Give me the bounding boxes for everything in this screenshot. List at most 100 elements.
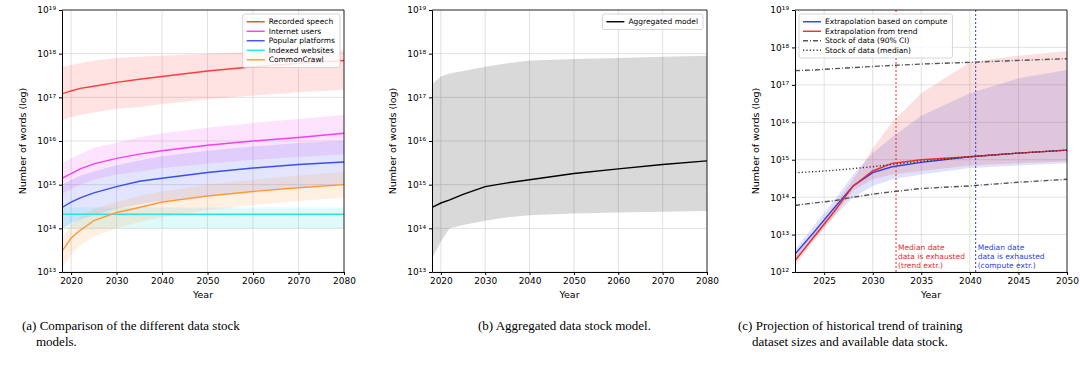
panel: 202020302040205020602070208010¹³10¹⁴10¹⁵…	[17, 5, 356, 349]
plot-area	[795, 10, 1067, 272]
annotation-text: data is exhausted	[978, 252, 1045, 261]
y-axis-line	[62, 11, 63, 273]
y-tick: 10¹⁵	[407, 180, 432, 190]
y-tick-mark	[429, 10, 432, 11]
grid-line-y	[795, 272, 1067, 273]
x-tick: 2040	[519, 272, 542, 286]
caption: models.	[36, 334, 77, 349]
y-tick-mark	[792, 47, 795, 48]
y-tick: 10¹⁸	[407, 49, 432, 59]
y-axis: 10¹³10¹⁴10¹⁵10¹⁶10¹⁷10¹⁸10¹⁹	[407, 5, 432, 277]
x-tick-mark	[663, 272, 664, 275]
y-tick: 10¹⁴	[407, 224, 432, 234]
grid-line-y	[795, 10, 1067, 11]
y-tick-mark	[792, 272, 795, 273]
grid-line-x	[1067, 10, 1068, 272]
annotation-text: data is exhausted	[898, 252, 965, 261]
x-tick-mark	[873, 272, 874, 275]
grid-line-y	[432, 10, 707, 11]
y-tick-label: 10¹⁴	[407, 224, 426, 234]
y-tick: 10¹⁴	[770, 193, 795, 203]
panel: 202020302040205020602070208010¹³10¹⁴10¹⁵…	[387, 5, 719, 333]
x-tick-mark	[574, 272, 575, 275]
y-axis-title: Number of words (log)	[387, 88, 398, 195]
y-tick-mark	[792, 235, 795, 236]
x-tick: 2040	[959, 272, 982, 286]
y-tick-label: 10¹⁹	[37, 5, 56, 15]
frame-top	[795, 10, 1067, 11]
x-tick: 2020	[60, 272, 83, 286]
x-tick: 2030	[474, 272, 497, 286]
y-tick-mark	[429, 97, 432, 98]
x-tick: 2070	[652, 272, 675, 286]
y-tick: 10¹⁷	[37, 93, 62, 103]
y-tick-mark	[429, 185, 432, 186]
x-tick: 2080	[333, 272, 356, 286]
series-line	[795, 179, 1067, 205]
legend-swatch	[247, 40, 265, 41]
plot-area	[62, 50, 344, 268]
y-tick-label: 10¹⁷	[770, 80, 789, 90]
x-tick: 2040	[151, 272, 174, 286]
legend-swatch	[803, 31, 821, 32]
y-tick-label: 10¹⁹	[407, 5, 426, 15]
grid-line-y	[795, 234, 1067, 235]
series-line	[62, 214, 344, 215]
x-tick-mark	[299, 272, 300, 275]
annotation-line	[975, 10, 976, 272]
x-tick: 2050	[563, 272, 586, 286]
y-tick: 10¹⁹	[770, 5, 795, 15]
x-axis-line	[796, 272, 1068, 273]
series-line	[62, 162, 344, 207]
y-tick-label: 10¹³	[407, 267, 426, 277]
x-tick-label: 2060	[242, 276, 265, 286]
legend-swatch	[247, 21, 265, 22]
x-axis-title: Year	[920, 289, 941, 300]
y-axis-title: Number of words (log)	[750, 88, 761, 195]
x-tick-mark	[921, 272, 922, 275]
y-tick-mark	[792, 85, 795, 86]
x-tick-mark	[253, 272, 254, 275]
y-tick-mark	[59, 10, 62, 11]
x-tick-label: 2050	[1056, 276, 1079, 286]
x-tick-mark	[707, 272, 708, 275]
legend: Extrapolation based on computeExtrapolat…	[799, 14, 952, 58]
y-tick-mark	[429, 272, 432, 273]
legend-label: Extrapolation from trend	[825, 27, 918, 36]
y-axis-line	[795, 11, 796, 273]
y-tick-label: 10¹⁹	[770, 5, 789, 15]
y-tick-mark	[59, 97, 62, 98]
x-tick-mark	[71, 272, 72, 275]
grid	[795, 10, 1067, 272]
x-tick-mark	[530, 272, 531, 275]
x-tick-mark	[970, 272, 971, 275]
annotation-text: (compute extr.)	[978, 261, 1036, 270]
x-tick-label: 2050	[197, 276, 220, 286]
y-tick-label: 10¹⁸	[770, 43, 789, 53]
x-tick-label: 2070	[288, 276, 311, 286]
x-tick-mark	[117, 272, 118, 275]
y-tick-label: 10¹²	[770, 267, 789, 277]
caption: (a) Comparison of the different data sto…	[22, 318, 240, 333]
y-tick: 10¹²	[770, 267, 795, 277]
y-tick: 10¹⁵	[37, 180, 62, 190]
panel: Median datedata is exhausted(trend extr.…	[738, 5, 1079, 349]
y-tick-label: 10¹⁶	[37, 136, 56, 146]
y-tick-label: 10¹⁷	[37, 93, 56, 103]
y-tick: 10¹⁴	[37, 224, 62, 234]
x-axis-line	[433, 272, 708, 273]
y-tick: 10¹³	[407, 267, 432, 277]
legend-label: Indexed websites	[269, 46, 334, 55]
y-tick-mark	[59, 228, 62, 229]
x-tick: 2070	[288, 272, 311, 286]
x-axis: 2020203020402050206020702080	[430, 272, 719, 286]
y-tick-mark	[792, 10, 795, 11]
x-tick: 2035	[910, 272, 933, 286]
y-tick-label: 10¹⁸	[37, 49, 56, 59]
y-tick-mark	[59, 185, 62, 186]
x-tick-label: 2020	[430, 276, 453, 286]
legend-swatch	[803, 40, 821, 41]
legend-swatch	[606, 21, 624, 22]
y-tick-label: 10¹⁷	[407, 93, 426, 103]
legend-label: Stock of data (median)	[825, 46, 911, 55]
